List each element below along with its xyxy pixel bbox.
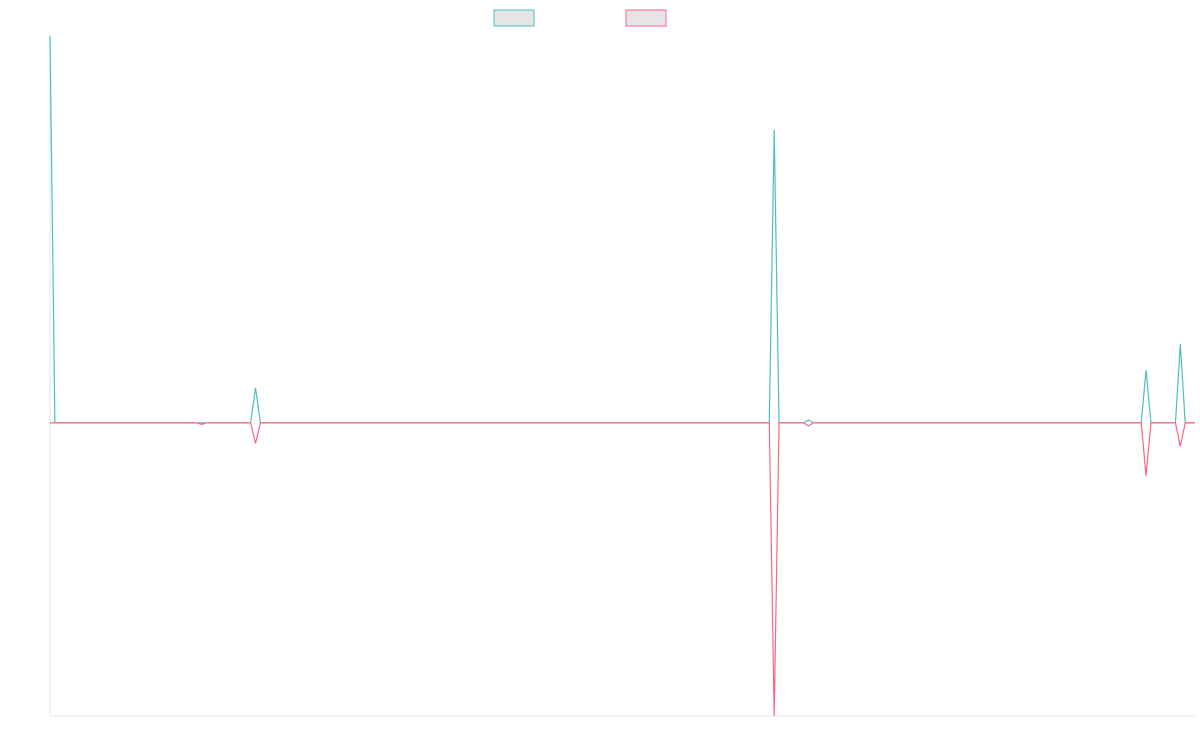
axes xyxy=(49,34,1195,717)
legend-swatch-2[interactable] xyxy=(625,9,667,27)
series-group xyxy=(49,35,1195,717)
series-line-2 xyxy=(50,422,1195,717)
legend[interactable] xyxy=(493,9,667,27)
legend-swatch-1[interactable] xyxy=(493,9,535,27)
series-line-1 xyxy=(49,35,1195,424)
